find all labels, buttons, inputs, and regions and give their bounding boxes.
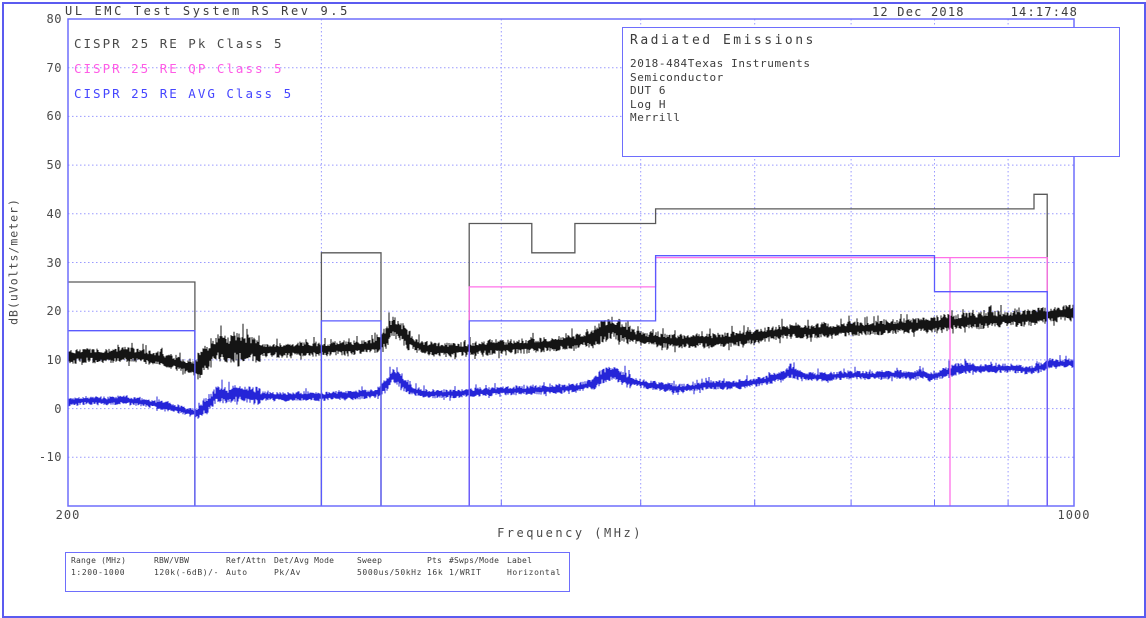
average-trace [67,355,1075,419]
plot-frame [67,18,1075,507]
y-tick-label-0: 0 [54,401,62,416]
settings-value: 120k(-6dB)/- [154,568,219,577]
settings-column-7: Label Horizontal [507,556,561,577]
settings-header: Range (MHz) [71,556,127,565]
x-axis-title: Frequency (MHz) [497,526,643,540]
legend-item-1: CISPR 25 RE QP Class 5 [74,61,284,76]
settings-column-0: Range (MHz) 1:200-1000 [71,556,126,577]
y-tick-label-20: 20 [46,304,62,319]
y-tick-label-70: 70 [46,60,62,75]
y-tick-label-30: 30 [46,255,62,270]
date-label: 12 Dec 2018 [872,5,965,19]
settings-column-1: RBW/VBW 120k(-6dB)/- [154,556,219,577]
x-tick-label-200: 200 [55,508,81,522]
settings-value: 5000us/50kHz [357,568,422,577]
y-tick-label-60: 60 [46,109,62,124]
test-info-title: Radiated Emissions [630,33,816,48]
x-axis-tick-marks [320,500,1009,506]
test-info-line-3: Log H [630,97,667,111]
settings-value: 1/WRIT [449,568,482,577]
test-info-line-1: Semiconductor [630,70,724,84]
settings-column-2: Ref/Attn Auto [226,556,266,577]
y-tick-label-10: 10 [46,352,62,367]
avg-limit-line [68,255,1048,506]
sweep-settings-table: Range (MHz) 1:200-1000 RBW/VBW 120k(-6dB)/-… [65,552,570,592]
test-info-line-2: DUT 6 [630,84,667,97]
test-info-line-4: Merrill [630,111,681,124]
grid-lines [68,19,1074,506]
settings-value: Horizontal [507,568,562,577]
y-tick-label--10: -10 [38,450,62,465]
settings-column-3: Det/Avg Mode Pk/Av [274,556,334,577]
test-info-lines: 2018-484Texas Instruments Semiconductor DU… [630,57,1119,125]
settings-header: Ref/Attn [226,556,267,565]
y-axis-title: dB(uVolts/meter) [6,198,21,325]
y-tick-label-50: 50 [46,158,62,173]
y-tick-label-40: 40 [46,206,62,221]
x-tick-label-1000: 1000 [1057,508,1091,522]
datetime: 12 Dec 2018 14:17:48 [872,5,1078,19]
time-label: 14:17:48 [1010,5,1078,19]
settings-header: RBW/VBW [154,556,190,565]
settings-column-5: Pts 16k [427,556,443,577]
settings-header: Sweep [357,556,383,565]
test-info-box: Radiated Emissions 2018-484Texas Instrum… [622,27,1120,157]
app-title: UL EMC Test System RS Rev 9.5 [65,4,350,18]
settings-value: Pk/Av [274,568,302,577]
settings-header: Pts [427,556,443,565]
settings-column-4: Sweep 5000us/50kHz [357,556,422,577]
trace-legend: CISPR 25 RE Pk Class 5 CISPR 25 RE QP Cla… [74,36,293,111]
settings-value: 16k [427,568,444,577]
y-tick-label-80: 80 [46,12,62,26]
settings-column-6: #Swps/Mode 1/WRIT [449,556,499,577]
legend-item-2: CISPR 25 RE AVG Class 5 [74,86,294,101]
settings-header: #Swps/Mode [449,556,500,565]
settings-value: 1:200-1000 [71,568,126,577]
settings-header: Label [507,556,533,565]
test-info-line-0: 2018-484Texas Instruments [630,57,811,70]
legend-item-0: CISPR 25 RE Pk Class 5 [74,36,284,51]
settings-value: Auto [226,568,248,577]
settings-header: Det/Avg Mode [274,556,335,565]
